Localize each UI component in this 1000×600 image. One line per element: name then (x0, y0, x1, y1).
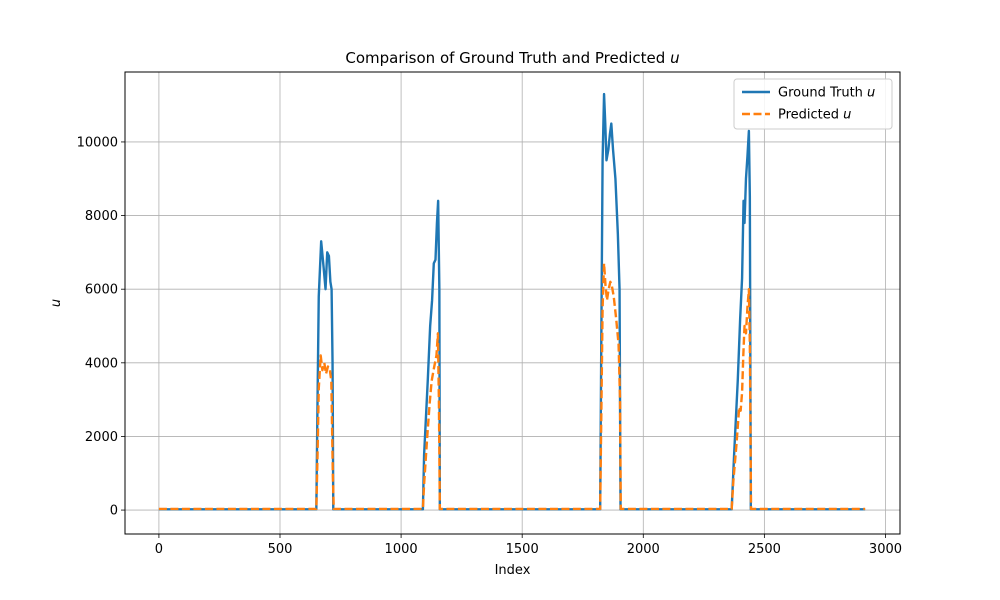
x-tick-label: 0 (155, 542, 163, 557)
y-axis-label: u (49, 299, 64, 307)
x-axis-label: Index (495, 563, 531, 578)
y-tick-label: 8000 (85, 209, 118, 224)
series-layer (158, 92, 866, 511)
x-tick-label: 2000 (627, 542, 660, 557)
x-tick-label: 3000 (869, 542, 902, 557)
y-tick-label: 2000 (85, 430, 118, 445)
x-tick-label: 1500 (506, 542, 539, 557)
legend-label: Predicted u (778, 108, 851, 123)
axes-frame (124, 71, 901, 535)
x-tick-label: 1000 (385, 542, 418, 557)
y-tick-label: 10000 (77, 135, 118, 150)
y-tick-label: 6000 (85, 283, 118, 298)
x-tick-label: 2500 (748, 542, 781, 557)
legend-label: Ground Truth u (778, 86, 875, 101)
y-tick-label: 0 (110, 504, 118, 519)
legend: Ground Truth u Predicted u (733, 78, 893, 130)
chart-title: Comparison of Ground Truth and Predicted… (345, 49, 679, 67)
series-line-predicted (158, 262, 866, 511)
legend-box (733, 78, 893, 130)
x-tick-label: 500 (268, 542, 293, 557)
series-line-ground-truth (158, 92, 866, 511)
ticks: 0 500 1000 1500 2000 2500 3000 0 2000 4000 6000 800… (77, 135, 902, 557)
y-tick-label: 4000 (85, 356, 118, 371)
